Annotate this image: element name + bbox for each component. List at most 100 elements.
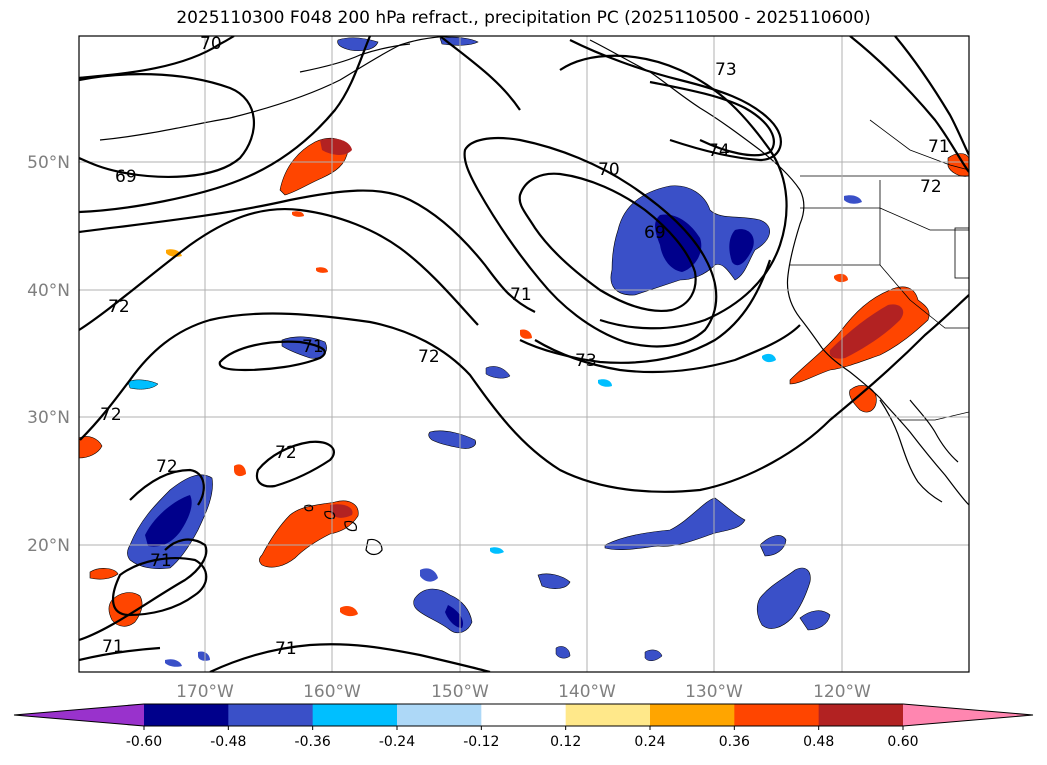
contour-label: 71	[302, 337, 324, 357]
colorbar-extend-min	[14, 704, 144, 726]
contour-71-low	[559, 54, 788, 330]
precip-area-cyan-11	[598, 379, 612, 387]
contour-label: 72	[100, 405, 122, 425]
longitude-labels: 170°W 160°W 150°W 140°W 130°W 120°W	[176, 682, 871, 702]
precip-area-small-6	[292, 211, 304, 217]
precip-area-small-1	[234, 464, 246, 477]
precip-area-small-4	[340, 606, 358, 617]
precip-area-subtropic-5	[537, 573, 571, 589]
coastlines	[99, 36, 969, 556]
precip-area-cyan-7	[165, 659, 182, 667]
contour-label: 71	[510, 285, 532, 305]
colorbar-tick-label: 0.60	[887, 734, 918, 750]
border-us-mexico	[900, 411, 969, 421]
contour-73-inner	[519, 259, 772, 364]
contour-70-low	[463, 136, 718, 348]
contour-71-south	[209, 643, 491, 672]
coast-gulf-california	[909, 399, 959, 463]
coast-pacific-nw	[759, 149, 823, 349]
lon-label: 120°W	[813, 682, 871, 702]
colorbar-tick-label: 0.24	[634, 734, 665, 750]
contour-69-low	[518, 172, 697, 312]
precip-area-california-south	[849, 385, 877, 413]
map-frame	[78, 35, 970, 673]
contour-label: 70	[598, 160, 620, 180]
latitude-labels: 50°N 40°N 30°N 20°N	[27, 153, 70, 556]
precip-area-cyan-3	[490, 547, 504, 554]
colorbar-segment	[565, 704, 651, 726]
contour-72-sw-loop	[129, 468, 205, 506]
colorbar-segment	[312, 704, 398, 726]
precip-area-hawaii-east-core	[330, 504, 353, 518]
precip-area-subtropic-3	[756, 567, 811, 629]
precip-positive-areas	[79, 137, 969, 627]
contour-label: 72	[156, 457, 178, 477]
precip-area-cyan-4	[644, 649, 663, 661]
contour-label: 74	[708, 141, 730, 161]
lat-label: 40°N	[27, 281, 70, 301]
contour-72-mid-loop	[218, 340, 326, 372]
border-idaho-box	[954, 227, 969, 279]
colorbar-tick-label: 0.12	[550, 734, 581, 750]
precip-area-small-3	[520, 329, 532, 339]
colorbar-tick-label: -0.24	[379, 734, 415, 750]
precip-area-cyan-8	[420, 568, 438, 582]
coast-baja	[879, 399, 943, 503]
precip-area-cyan-5	[555, 646, 571, 659]
colorbar-segment	[734, 704, 820, 726]
colorbar-tick-label: -0.48	[210, 734, 246, 750]
contour-label: 72	[275, 443, 297, 463]
colorbar-segment	[481, 704, 567, 726]
map-plot-area: 70 73 74 71 72 69 70 69 71 72 71 72 73 7…	[79, 36, 969, 672]
precip-area-cyan-10	[844, 195, 862, 204]
colorbar-tick-label: 0.48	[803, 734, 834, 750]
contour-label: 69	[644, 223, 666, 243]
contour-label: 72	[920, 177, 942, 197]
colorbar: -0.60 -0.48 -0.36 -0.24 -0.12 0.12 0.24 0.36 0.4…	[13, 703, 1034, 750]
precip-area-gulf-of-alaska-west-edge	[320, 138, 352, 155]
contour-72-ne	[849, 36, 969, 173]
precip-area-hawaii-east	[259, 500, 359, 568]
border-state-id	[879, 207, 969, 231]
contour-label: 73	[715, 60, 737, 80]
colorbar-segment	[144, 704, 229, 726]
border-state-ca-nv	[879, 264, 969, 329]
colorbar-segment	[818, 704, 904, 726]
colorbar-tick-label: -0.36	[295, 734, 331, 750]
lon-label: 170°W	[176, 682, 234, 702]
precip-area-subtropic-2	[604, 497, 746, 550]
contour-69-nw	[79, 73, 255, 178]
colorbar-segment	[228, 704, 314, 726]
coast-hawaii-maui	[344, 520, 357, 532]
contour-71-sw	[111, 557, 208, 617]
lat-label: 20°N	[27, 536, 70, 556]
contour-72-west	[79, 208, 479, 331]
contour-73-ring	[569, 39, 782, 162]
precip-area-hawaii-1-core	[445, 605, 464, 628]
contour-label: 71	[150, 551, 172, 571]
coast-alaska-south	[299, 43, 411, 73]
colorbar-tick-label: -0.60	[126, 734, 162, 750]
map-title: 2025110300 F048 200 hPa refract., precip…	[176, 8, 871, 28]
border-bc-alberta	[869, 119, 969, 171]
contour-label: 72	[418, 347, 440, 367]
contour-70-west	[79, 36, 372, 214]
precip-area-small-5	[316, 267, 328, 273]
contour-label: 69	[115, 167, 137, 187]
refractivity-contours	[79, 36, 969, 672]
contour-label: 72	[108, 297, 130, 317]
precip-area-subtropic-3b	[799, 610, 831, 631]
contour-72-main	[79, 538, 208, 642]
precip-area-california-core	[829, 304, 904, 359]
lon-label: 130°W	[685, 682, 743, 702]
precip-area-subtropic-4	[759, 535, 787, 557]
coast-hawaii-kauai	[304, 504, 314, 512]
contour-71-west	[79, 189, 536, 313]
contour-72-big	[79, 294, 969, 493]
lon-label: 160°W	[303, 682, 361, 702]
lon-label: 150°W	[431, 682, 489, 702]
contour-labels: 70 73 74 71 72 69 70 69 71 72 71 72 73 7…	[100, 36, 950, 659]
precip-area-cyan-2	[485, 366, 511, 379]
colorbar-tick-label: 0.36	[719, 734, 750, 750]
